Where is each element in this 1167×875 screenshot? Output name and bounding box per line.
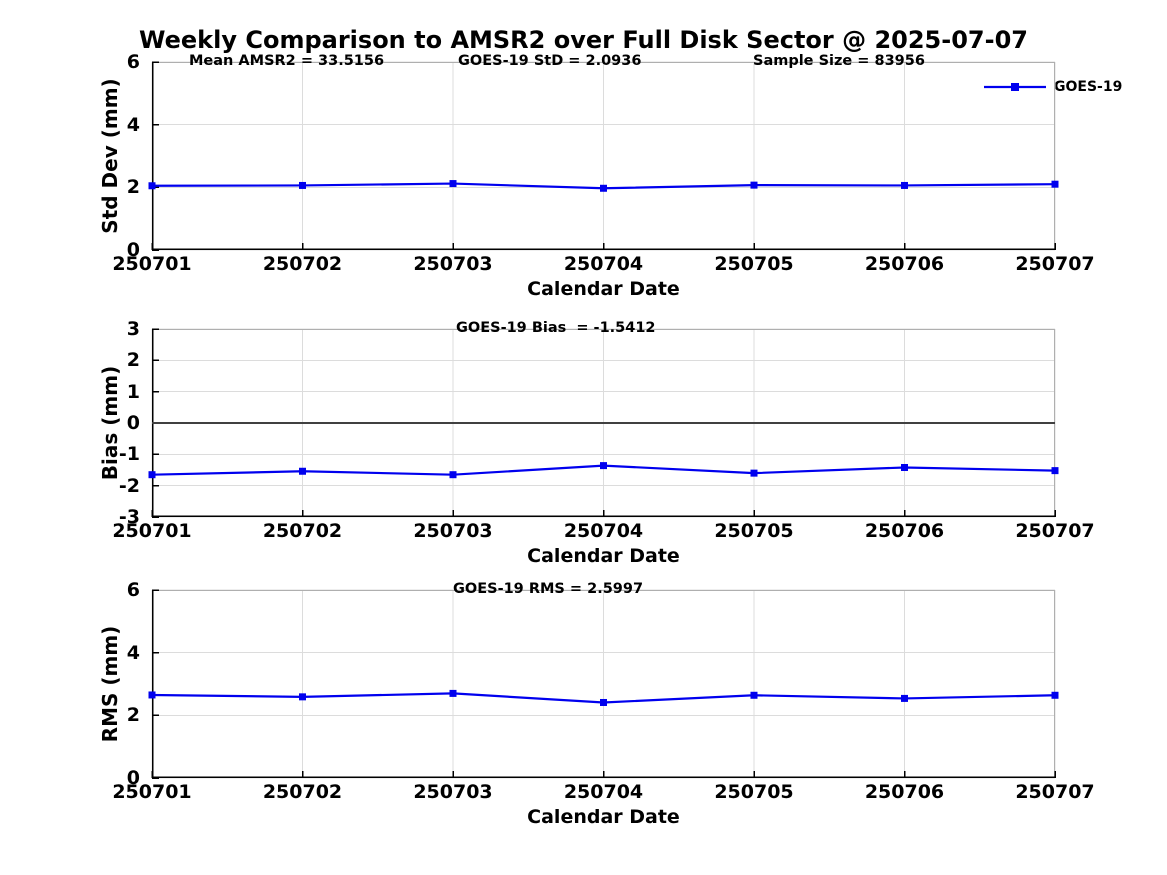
data-point-marker — [750, 691, 758, 699]
std-dev-y-axis-label: Std Dev (mm) — [98, 78, 122, 234]
y-tick-label: -3 — [118, 506, 140, 528]
data-point-marker — [600, 462, 607, 470]
y-tick-label: 4 — [126, 113, 140, 136]
data-point-marker — [750, 469, 758, 477]
data-point-marker — [148, 182, 156, 190]
x-tick-label: 250706 — [864, 253, 945, 275]
data-point-marker — [449, 180, 457, 188]
data-point-marker — [750, 181, 758, 189]
x-tick-label: 250707 — [1015, 781, 1095, 803]
x-tick-label: 250703 — [413, 520, 493, 542]
x-tick-label: 250705 — [714, 253, 794, 275]
data-point-marker — [600, 184, 607, 192]
annotation-goes19-bias: GOES-19 Bias = -1.5412 — [456, 320, 656, 336]
legend-line-sample-icon — [984, 83, 1046, 91]
y-tick-label: 4 — [126, 641, 140, 664]
data-point-marker — [299, 693, 306, 701]
x-tick-label: 250705 — [714, 520, 794, 542]
x-tick-label: 250701 — [112, 253, 192, 275]
annotation-goes19-std: GOES-19 StD = 2.0936 — [458, 53, 642, 69]
bias-x-axis-label: Calendar Date — [527, 545, 680, 567]
x-tick-label: 250701 — [112, 520, 192, 542]
data-point-marker — [901, 463, 908, 471]
y-tick-label: 1 — [126, 380, 140, 403]
data-point-marker — [299, 467, 306, 475]
y-tick-label: 0 — [126, 239, 140, 261]
y-tick-label: -1 — [118, 443, 140, 466]
data-point-marker — [901, 181, 908, 189]
annotation-goes19-rms: GOES-19 RMS = 2.5997 — [453, 581, 644, 597]
bias-plot-area — [148, 328, 1059, 518]
annotation-sample-size: Sample Size = 83956 — [753, 53, 925, 69]
x-tick-label: 250704 — [563, 253, 644, 275]
x-tick-label: 250705 — [714, 781, 794, 803]
y-tick-label: 2 — [126, 349, 140, 372]
data-point-marker — [901, 694, 908, 702]
y-tick-label: 2 — [126, 704, 140, 727]
x-tick-label: 250706 — [864, 781, 945, 803]
std-dev-plot-area — [148, 61, 1059, 251]
legend: GOES-19 — [983, 78, 1122, 96]
data-point-marker — [148, 471, 156, 479]
x-tick-label: 250704 — [563, 520, 644, 542]
x-tick-label: 250702 — [262, 520, 343, 542]
x-tick-label: 250703 — [413, 253, 493, 275]
legend-label: GOES-19 — [1054, 79, 1123, 95]
y-tick-label: 6 — [126, 579, 140, 601]
y-tick-label: 2 — [126, 176, 140, 199]
data-point-marker — [1051, 691, 1059, 699]
x-tick-label: 250704 — [563, 781, 644, 803]
data-point-marker — [1051, 467, 1059, 475]
y-tick-label: -2 — [118, 474, 140, 497]
x-tick-label: 250701 — [112, 781, 192, 803]
x-tick-label: 250707 — [1015, 253, 1095, 275]
subplot-rms: RMS (mm) Calendar Date GOES-19 RMS = 2.5… — [98, 579, 1095, 828]
data-point-marker — [449, 471, 457, 479]
subplot-std-dev: Std Dev (mm) Calendar Date Mean AMSR2 = … — [98, 51, 1095, 300]
x-tick-label: 250707 — [1015, 520, 1095, 542]
data-point-marker — [1051, 180, 1059, 188]
y-tick-label: 0 — [126, 412, 140, 434]
x-tick-label: 250703 — [413, 781, 493, 803]
data-point-marker — [299, 181, 306, 189]
data-point-marker — [449, 689, 457, 697]
std-dev-x-axis-label: Calendar Date — [527, 278, 680, 300]
data-point-marker — [148, 691, 156, 699]
x-tick-label: 250702 — [262, 253, 343, 275]
subplot-bias: Bias (mm) Calendar Date GOES-19 Bias = -… — [98, 318, 1095, 567]
rms-plot-area — [148, 589, 1059, 779]
rms-x-axis-label: Calendar Date — [527, 806, 680, 828]
y-tick-label: 0 — [126, 767, 140, 789]
x-tick-label: 250702 — [262, 781, 343, 803]
figure-title: Weekly Comparison to AMSR2 over Full Dis… — [139, 26, 1028, 54]
y-tick-label: 6 — [126, 51, 140, 73]
annotation-mean-amsr2: Mean AMSR2 = 33.5156 — [189, 53, 385, 69]
x-tick-label: 250706 — [864, 520, 945, 542]
y-tick-label: 3 — [126, 318, 140, 340]
data-point-marker — [600, 698, 607, 706]
